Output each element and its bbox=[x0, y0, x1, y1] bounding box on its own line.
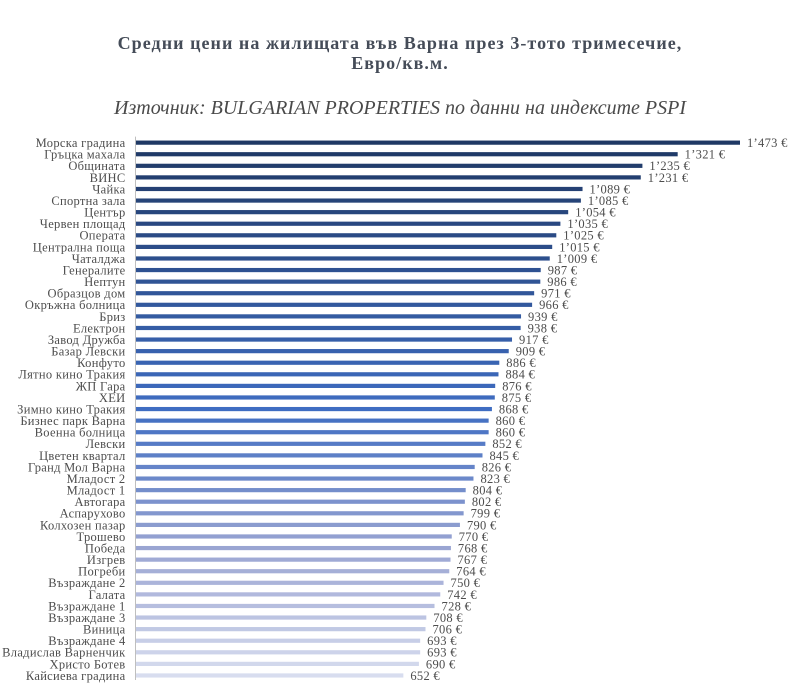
svg-text:987 €: 987 € bbox=[548, 263, 578, 277]
svg-text:875 €: 875 € bbox=[502, 391, 532, 405]
svg-text:742 €: 742 € bbox=[447, 588, 477, 602]
svg-text:Морска градина: Морска градина bbox=[36, 136, 126, 150]
svg-text:966 €: 966 € bbox=[539, 298, 569, 312]
svg-text:750 €: 750 € bbox=[451, 576, 481, 590]
svg-text:Център: Център bbox=[84, 206, 125, 220]
svg-text:ВИНС: ВИНС bbox=[90, 171, 126, 185]
svg-text:Чайка: Чайка bbox=[92, 182, 125, 196]
svg-text:Владислав Варненчик: Владислав Варненчик bbox=[2, 646, 126, 660]
svg-text:799 €: 799 € bbox=[471, 507, 501, 521]
svg-text:1’235 €: 1’235 € bbox=[649, 159, 690, 173]
svg-text:860 €: 860 € bbox=[496, 414, 526, 428]
svg-text:Младост 1: Младост 1 bbox=[67, 484, 126, 498]
svg-text:1’015 €: 1’015 € bbox=[559, 240, 600, 254]
svg-text:909 €: 909 € bbox=[516, 345, 546, 359]
svg-text:790 €: 790 € bbox=[467, 518, 497, 532]
svg-text:Бриз: Бриз bbox=[99, 310, 125, 324]
svg-text:708 €: 708 € bbox=[433, 611, 463, 625]
svg-text:860 €: 860 € bbox=[496, 426, 526, 440]
svg-text:1’025 €: 1’025 € bbox=[563, 229, 604, 243]
svg-text:Колхозен пазар: Колхозен пазар bbox=[40, 518, 126, 532]
svg-text:Цветен квартал: Цветен квартал bbox=[39, 449, 125, 463]
svg-text:770 €: 770 € bbox=[459, 530, 489, 544]
svg-text:Кайсиева градина: Кайсиева градина bbox=[26, 669, 126, 683]
svg-text:Бизнес парк Варна: Бизнес парк Варна bbox=[20, 414, 125, 428]
svg-text:802 €: 802 € bbox=[472, 495, 502, 509]
svg-text:Зимно кино Тракия: Зимно кино Тракия bbox=[17, 402, 125, 416]
svg-text:Левски: Левски bbox=[86, 437, 126, 451]
svg-text:852 €: 852 € bbox=[492, 437, 522, 451]
svg-text:Лятно кино Тракия: Лятно кино Тракия bbox=[18, 368, 125, 382]
svg-text:1’035 €: 1’035 € bbox=[567, 217, 608, 231]
svg-text:886 €: 886 € bbox=[506, 356, 536, 370]
svg-text:767 €: 767 € bbox=[458, 553, 488, 567]
svg-text:ХЕИ: ХЕИ bbox=[99, 391, 126, 405]
svg-text:Възраждане 2: Възраждане 2 bbox=[48, 576, 125, 590]
svg-text:Аспарухово: Аспарухово bbox=[60, 507, 126, 521]
svg-text:Христо Ботев: Христо Ботев bbox=[50, 657, 126, 671]
svg-text:917 €: 917 € bbox=[519, 333, 549, 347]
svg-text:ЖП Гара: ЖП Гара bbox=[76, 379, 126, 393]
svg-text:939 €: 939 € bbox=[528, 310, 558, 324]
svg-text:693 €: 693 € bbox=[427, 634, 457, 648]
svg-text:Трошево: Трошево bbox=[77, 530, 126, 544]
svg-text:Автогара: Автогара bbox=[74, 495, 125, 509]
svg-text:706 €: 706 € bbox=[433, 623, 463, 637]
svg-text:938 €: 938 € bbox=[528, 321, 558, 335]
svg-text:Галата: Галата bbox=[89, 588, 126, 602]
svg-text:Общината: Общината bbox=[68, 159, 125, 173]
svg-text:986 €: 986 € bbox=[547, 275, 577, 289]
svg-text:845 €: 845 € bbox=[489, 449, 519, 463]
svg-text:Операта: Операта bbox=[79, 229, 125, 243]
svg-text:1’231 €: 1’231 € bbox=[648, 171, 689, 185]
svg-text:Нептун: Нептун bbox=[84, 275, 125, 289]
svg-text:Електрон: Електрон bbox=[73, 321, 126, 335]
svg-text:971 €: 971 € bbox=[541, 287, 571, 301]
svg-text:Военна болница: Военна болница bbox=[35, 426, 126, 440]
svg-text:Окръжна болница: Окръжна болница bbox=[25, 298, 126, 312]
svg-text:Изгрев: Изгрев bbox=[87, 553, 126, 567]
svg-text:804 €: 804 € bbox=[473, 484, 503, 498]
svg-text:Младост 2: Младост 2 bbox=[67, 472, 126, 486]
svg-text:826 €: 826 € bbox=[482, 460, 512, 474]
svg-text:Генералите: Генералите bbox=[63, 263, 126, 277]
svg-text:764 €: 764 € bbox=[456, 565, 486, 579]
svg-text:Гръцка махала: Гръцка махала bbox=[44, 148, 125, 162]
svg-text:Базар Левски: Базар Левски bbox=[51, 345, 125, 359]
svg-text:1’009 €: 1’009 € bbox=[557, 252, 598, 266]
svg-text:Чаталджа: Чаталджа bbox=[72, 252, 126, 266]
svg-text:Победа: Победа bbox=[85, 541, 126, 555]
svg-text:Образцов дом: Образцов дом bbox=[48, 287, 126, 301]
svg-text:693 €: 693 € bbox=[427, 646, 457, 660]
svg-text:690 €: 690 € bbox=[426, 657, 456, 671]
svg-text:1’321 €: 1’321 € bbox=[685, 148, 726, 162]
svg-text:1’473 €: 1’473 € bbox=[747, 136, 788, 150]
svg-text:768 €: 768 € bbox=[458, 541, 488, 555]
svg-text:884 €: 884 € bbox=[505, 368, 535, 382]
svg-text:Спортна зала: Спортна зала bbox=[51, 194, 125, 208]
svg-text:Червен площад: Червен площад bbox=[40, 217, 126, 231]
svg-text:876 €: 876 € bbox=[502, 379, 532, 393]
svg-text:823 €: 823 € bbox=[480, 472, 510, 486]
svg-text:652 €: 652 € bbox=[410, 669, 440, 683]
svg-text:Възраждане 3: Възраждане 3 bbox=[48, 611, 125, 625]
svg-text:868 €: 868 € bbox=[499, 402, 529, 416]
svg-text:1’054 €: 1’054 € bbox=[575, 206, 616, 220]
svg-text:Конфуто: Конфуто bbox=[77, 356, 125, 370]
svg-text:Погреби: Погреби bbox=[78, 565, 125, 579]
svg-text:1’089 €: 1’089 € bbox=[590, 182, 631, 196]
svg-text:Възраждане 1: Възраждане 1 bbox=[48, 599, 125, 613]
svg-text:728 €: 728 € bbox=[442, 599, 472, 613]
svg-text:1’085 €: 1’085 € bbox=[588, 194, 629, 208]
svg-text:Централна поща: Централна поща bbox=[33, 240, 126, 254]
svg-text:Завод Дружба: Завод Дружба bbox=[48, 333, 126, 347]
svg-text:Гранд Мол Варна: Гранд Мол Варна bbox=[28, 460, 126, 474]
svg-text:Виница: Виница bbox=[83, 623, 126, 637]
svg-text:Възраждане 4: Възраждане 4 bbox=[48, 634, 126, 648]
